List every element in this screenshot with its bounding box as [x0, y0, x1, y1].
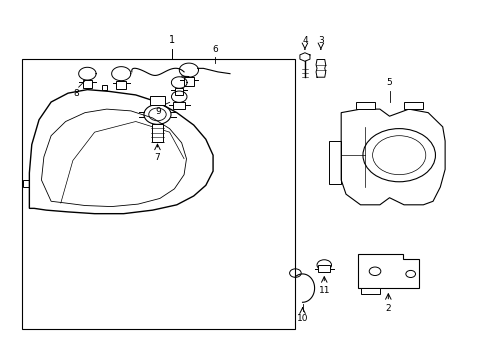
- Bar: [151, 124, 163, 142]
- Bar: [360, 288, 379, 294]
- Bar: [184, 77, 193, 86]
- Text: 4: 4: [302, 36, 307, 45]
- Text: 3: 3: [317, 36, 323, 45]
- Bar: [116, 81, 126, 89]
- Text: 9: 9: [155, 107, 161, 116]
- Text: 2: 2: [385, 305, 390, 314]
- Bar: [318, 265, 329, 272]
- Bar: [83, 80, 92, 88]
- Bar: [149, 96, 165, 104]
- Text: 7: 7: [154, 153, 160, 162]
- Bar: [173, 102, 184, 109]
- Bar: [403, 102, 423, 109]
- Bar: [175, 88, 183, 95]
- Text: 8: 8: [74, 89, 80, 98]
- Bar: [22, 59, 295, 329]
- Text: 11: 11: [318, 286, 329, 295]
- Text: 1: 1: [169, 35, 175, 45]
- Text: 10: 10: [296, 314, 307, 323]
- Bar: [355, 102, 374, 109]
- Text: 6: 6: [212, 45, 218, 54]
- Text: 5: 5: [386, 78, 391, 87]
